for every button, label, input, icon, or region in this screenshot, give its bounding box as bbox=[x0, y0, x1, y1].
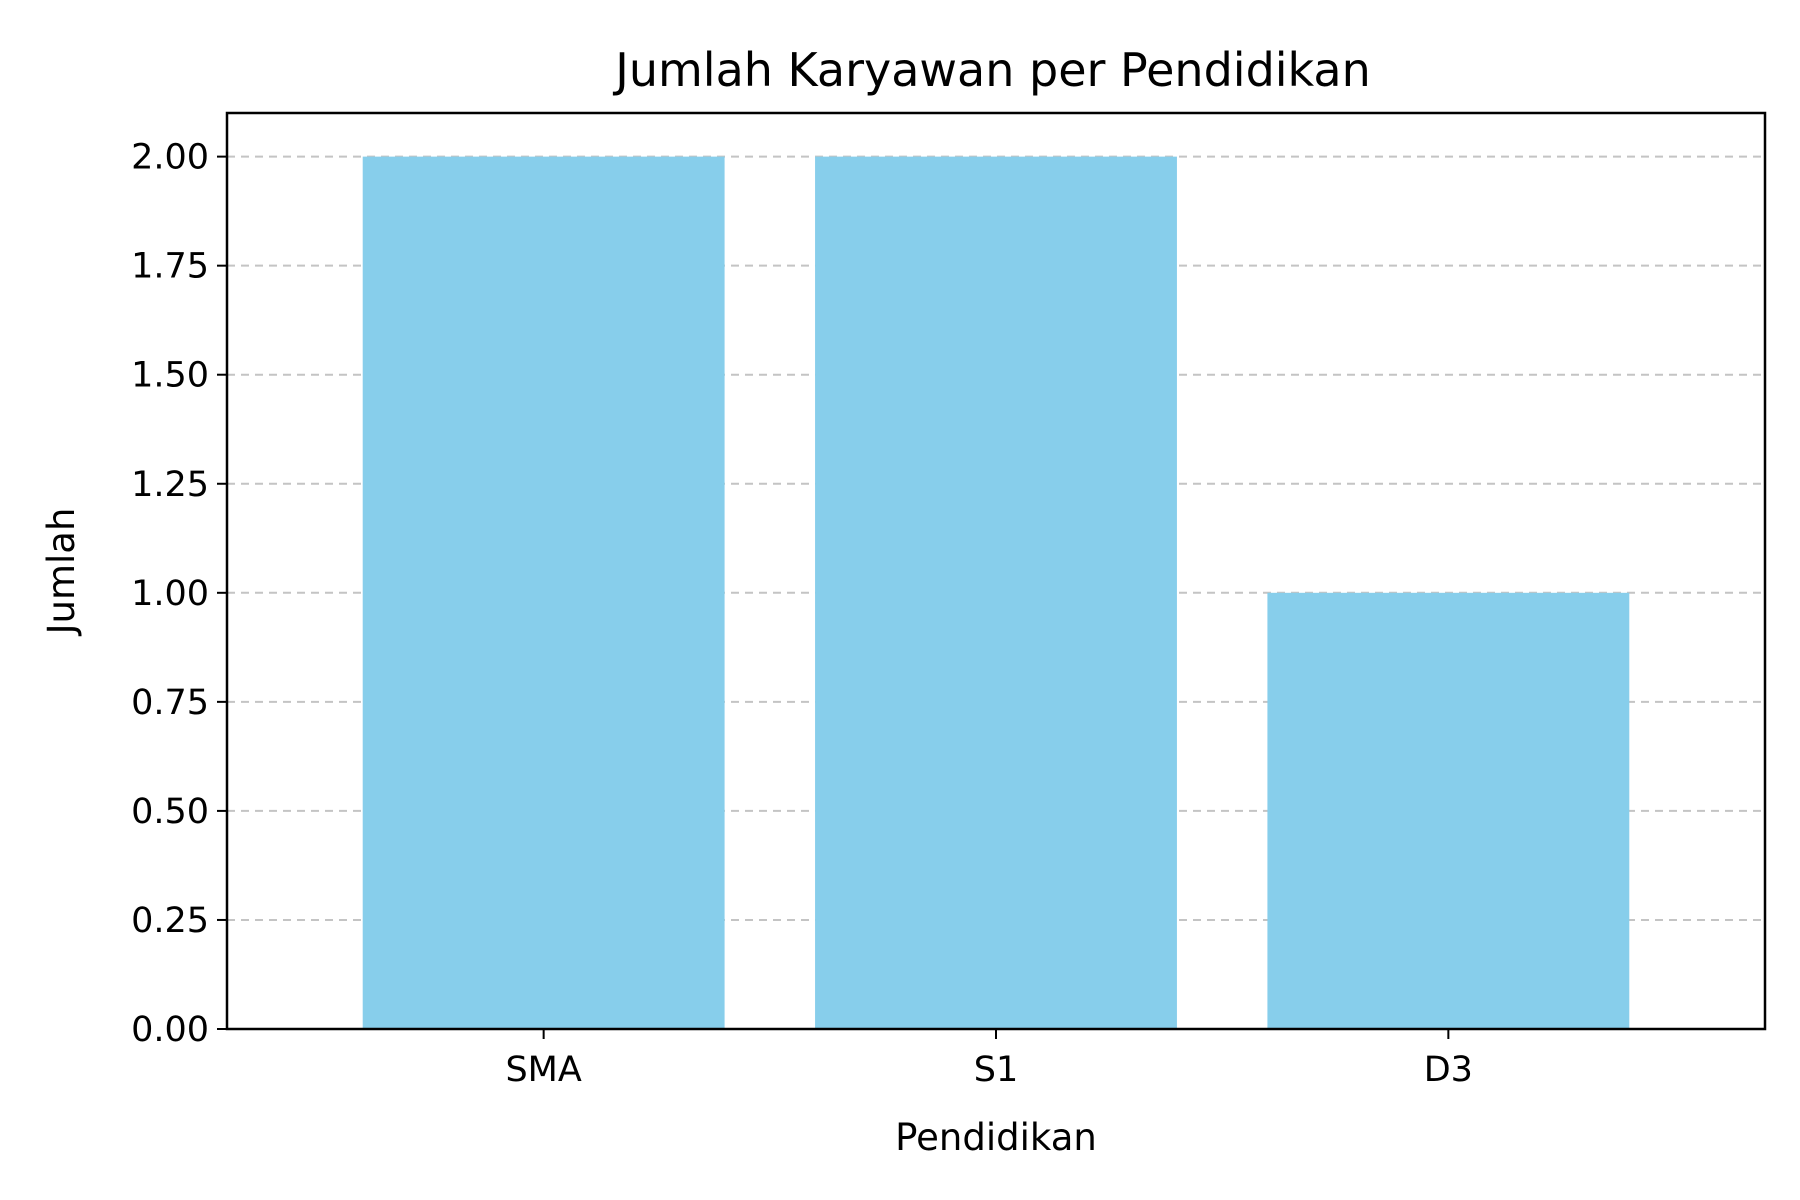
y-tick-label: 0.25 bbox=[131, 901, 209, 941]
chart-title: Jumlah Karyawan per Pendidikan bbox=[612, 43, 1370, 97]
x-tick-label: D3 bbox=[1424, 1050, 1473, 1090]
bar-sma bbox=[362, 156, 725, 1030]
y-axis: 0.00 0.25 0.50 0.75 1.00 1.25 1.50 1.75 2.00 bbox=[131, 138, 227, 1050]
bar-s1 bbox=[815, 156, 1177, 1030]
bar-d3 bbox=[1267, 592, 1630, 1029]
y-tick-label: 0.50 bbox=[131, 792, 209, 832]
x-tick-label: S1 bbox=[974, 1050, 1019, 1090]
x-axis: SMA S1 D3 bbox=[505, 1029, 1473, 1090]
y-tick-label: 1.75 bbox=[131, 247, 209, 287]
x-axis-label: Pendidikan bbox=[895, 1116, 1097, 1159]
y-tick-label: 1.25 bbox=[131, 465, 209, 505]
y-tick-label: 1.00 bbox=[131, 574, 209, 614]
y-tick-label: 2.00 bbox=[131, 138, 209, 178]
y-tick-label: 0.75 bbox=[131, 683, 209, 723]
y-tick-label: 1.50 bbox=[131, 356, 209, 396]
y-axis-label: Jumlah bbox=[40, 508, 83, 637]
y-tick-label: 0.00 bbox=[131, 1010, 209, 1050]
x-tick-label: SMA bbox=[505, 1050, 581, 1090]
bars bbox=[362, 156, 1630, 1030]
